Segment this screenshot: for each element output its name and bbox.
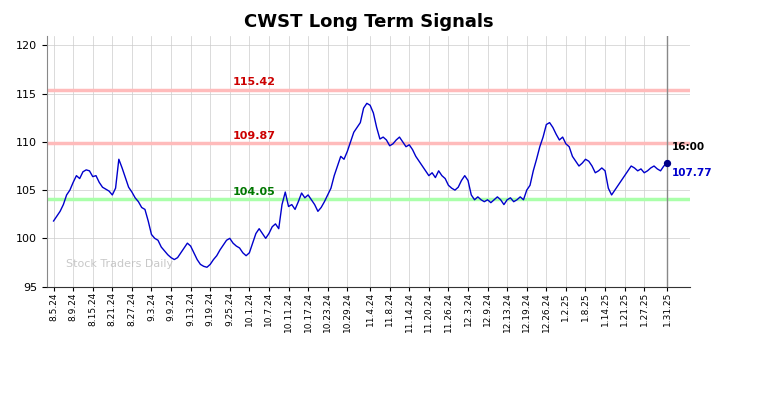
Title: CWST Long Term Signals: CWST Long Term Signals xyxy=(244,14,493,31)
Text: 107.77: 107.77 xyxy=(672,168,713,178)
Text: 104.05: 104.05 xyxy=(233,187,276,197)
Text: 109.87: 109.87 xyxy=(233,131,276,141)
Point xyxy=(661,160,673,167)
Text: Stock Traders Daily: Stock Traders Daily xyxy=(67,259,173,269)
Text: 115.42: 115.42 xyxy=(233,77,276,87)
Text: 16:00: 16:00 xyxy=(672,142,705,152)
